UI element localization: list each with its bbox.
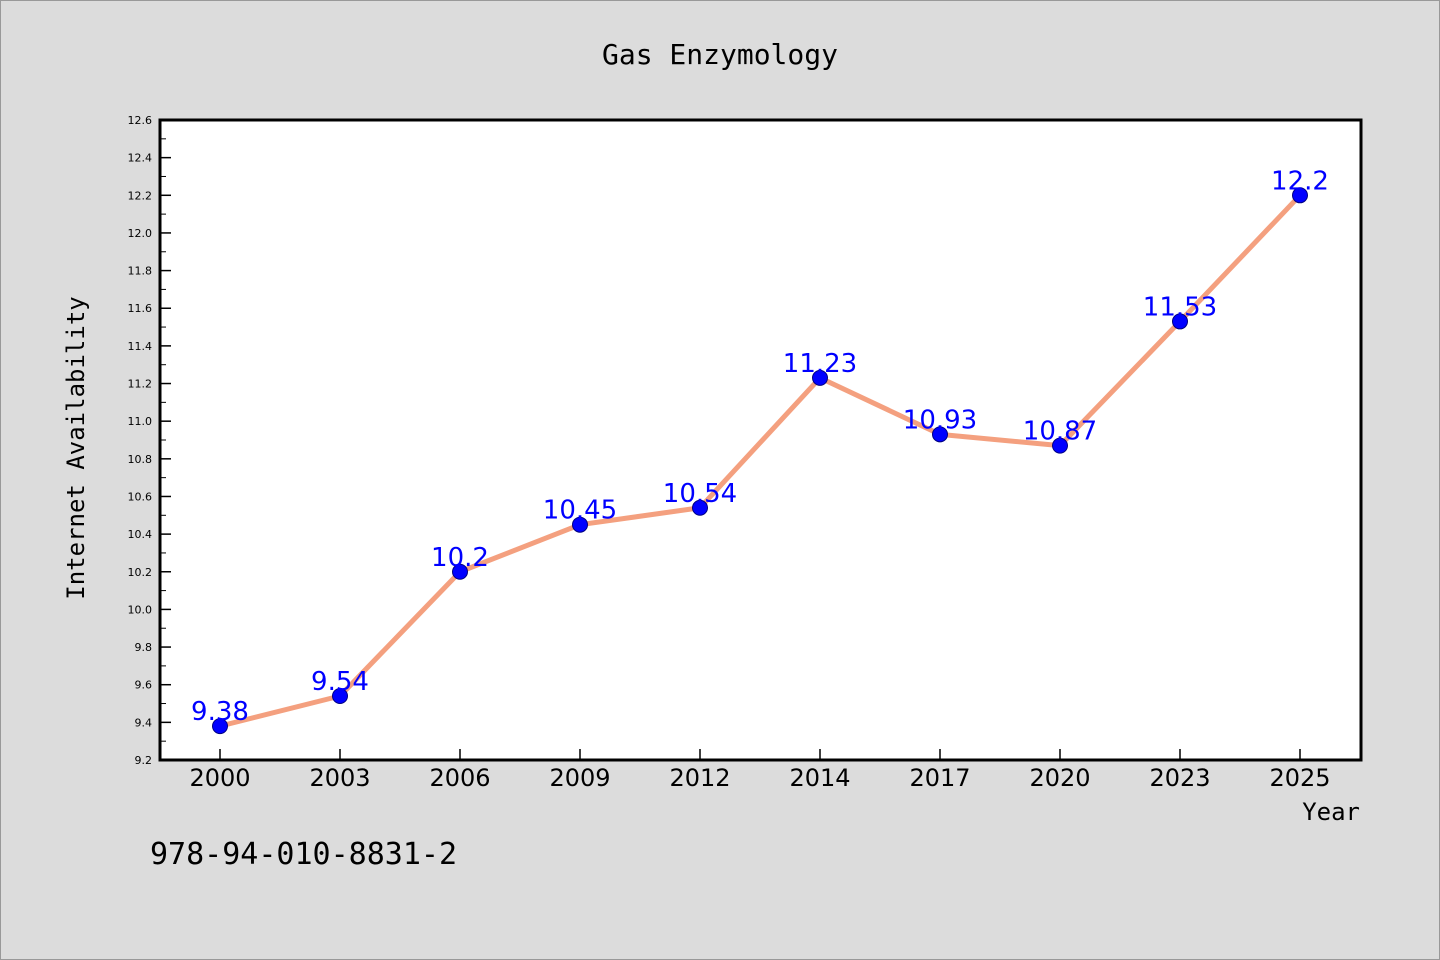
x-axis-label: Year: [1302, 798, 1360, 826]
series: [217, 192, 1303, 729]
x-tick-label: 2025: [1269, 764, 1330, 792]
data-label: 10.54: [663, 479, 737, 509]
x-tick-label: 2006: [429, 764, 490, 792]
data-label: 11.53: [1143, 292, 1217, 322]
data-label: 10.2: [431, 543, 489, 573]
data-point: [1292, 187, 1308, 204]
y-tick-label: 11.0: [128, 415, 153, 428]
y-axis: 9.2 9.4 9.6 9.8 10.0 10.2 10.4 10.6 10.8 11.0 11.2…: [128, 114, 171, 767]
chart-title: Gas Enzymology: [602, 38, 838, 71]
data-label: 10.45: [543, 496, 617, 526]
data-point: [1172, 313, 1188, 330]
y-tick-label: 11.2: [128, 378, 153, 391]
data-point: [812, 369, 828, 386]
x-axis: 2000 2003 2006 2009 2012 2014 2017 2020 2023 2025: [189, 749, 1331, 792]
x-tick-label: 2003: [309, 764, 370, 792]
data-point: [932, 426, 948, 443]
y-tick-label: 9.8: [135, 641, 153, 654]
y-tick-label: 9.6: [135, 679, 153, 692]
data-label: 10.87: [1023, 417, 1097, 447]
data-point: [572, 516, 588, 533]
y-tick-label: 12.0: [128, 227, 153, 240]
y-tick-label: 9.2: [135, 754, 153, 767]
y-tick-label: 12.2: [128, 189, 153, 202]
x-tick-label: 2023: [1149, 764, 1210, 792]
x-tick-label: 2009: [549, 764, 610, 792]
data-point: [452, 563, 468, 580]
y-axis-label: Internet Availability: [62, 296, 90, 599]
y-tick-label: 11.6: [128, 302, 153, 315]
data-point: [332, 688, 348, 704]
x-tick-label: 2020: [1029, 764, 1090, 792]
data-point: [1052, 437, 1068, 454]
y-tick-label: 10.0: [128, 603, 153, 616]
footer-code: 978-94-010-8831-2: [150, 837, 457, 872]
y-tick-label: 12.6: [128, 114, 153, 127]
data-label: 10.93: [903, 405, 977, 435]
data-labels: 9.38 9.54 10.2 10.45 10.54 11.23 10.93 10.87 11.…: [191, 166, 1329, 727]
y-tick-label: 11.4: [128, 340, 153, 353]
data-points: [212, 187, 1308, 735]
y-tick-label: 11.8: [128, 265, 153, 278]
data-point: [692, 499, 708, 516]
x-tick-label: 2012: [669, 764, 730, 792]
x-tick-label: 2000: [189, 764, 250, 792]
y-tick-label: 9.4: [135, 716, 153, 729]
data-label: 9.38: [191, 697, 249, 727]
data-point: [212, 718, 228, 735]
data-label: 9.54: [311, 667, 369, 697]
y-tick-label: 10.4: [128, 528, 153, 541]
data-label: 11.23: [783, 349, 857, 379]
plot-border: [158, 118, 1363, 762]
x-tick-label: 2014: [789, 764, 850, 792]
y-tick-label: 12.4: [128, 152, 153, 165]
x-tick-label: 2017: [909, 764, 970, 792]
y-tick-label: 10.8: [128, 453, 153, 466]
series-line: [217, 192, 1303, 729]
y-tick-label: 10.6: [128, 490, 153, 503]
data-label: 12.2: [1271, 166, 1329, 196]
y-tick-label: 10.2: [128, 566, 153, 579]
